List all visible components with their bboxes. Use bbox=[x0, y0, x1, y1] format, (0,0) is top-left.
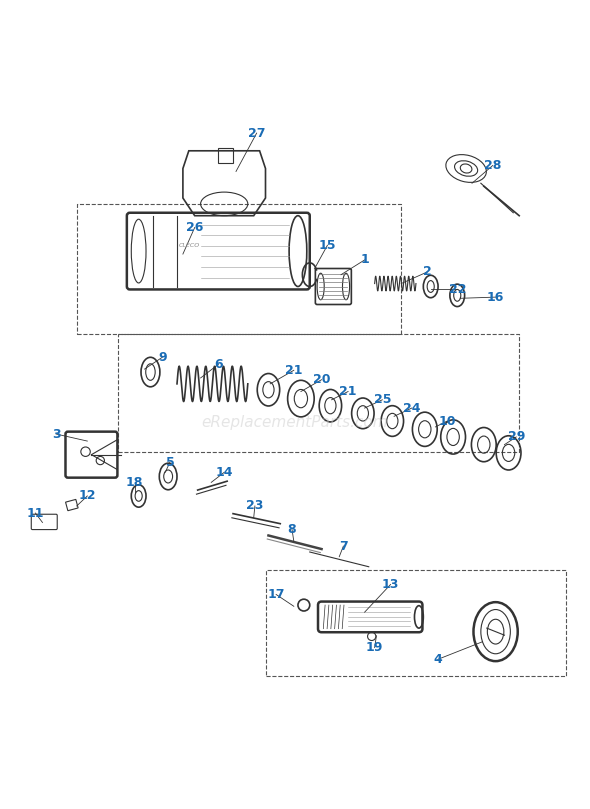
Text: 19: 19 bbox=[366, 641, 384, 654]
Text: CLECO: CLECO bbox=[178, 243, 199, 248]
Text: 21: 21 bbox=[285, 364, 303, 377]
Text: 25: 25 bbox=[373, 393, 391, 406]
Bar bbox=[218, 148, 233, 163]
Text: 23: 23 bbox=[246, 499, 264, 512]
Text: 4: 4 bbox=[434, 653, 442, 666]
Text: 27: 27 bbox=[248, 126, 266, 140]
Text: 21: 21 bbox=[339, 385, 357, 398]
Text: 7: 7 bbox=[339, 540, 348, 553]
Text: 20: 20 bbox=[313, 373, 330, 386]
Text: 29: 29 bbox=[507, 430, 525, 443]
Text: 22: 22 bbox=[448, 283, 466, 296]
Text: 9: 9 bbox=[158, 351, 166, 364]
Text: 28: 28 bbox=[484, 159, 502, 172]
Text: 12: 12 bbox=[78, 489, 96, 502]
Text: 13: 13 bbox=[382, 578, 399, 591]
Bar bbox=[65, 499, 78, 510]
Text: 24: 24 bbox=[403, 401, 421, 414]
Text: 16: 16 bbox=[487, 290, 504, 303]
Text: 1: 1 bbox=[360, 253, 369, 266]
Text: 14: 14 bbox=[215, 466, 233, 479]
Text: eReplacementParts.com: eReplacementParts.com bbox=[202, 415, 388, 430]
Text: 6: 6 bbox=[214, 358, 222, 371]
Text: 8: 8 bbox=[288, 523, 296, 536]
Text: 5: 5 bbox=[166, 455, 174, 469]
Text: 26: 26 bbox=[186, 221, 204, 234]
Text: 3: 3 bbox=[52, 427, 60, 440]
Text: 17: 17 bbox=[267, 588, 285, 601]
Text: 18: 18 bbox=[126, 476, 143, 489]
Text: 2: 2 bbox=[424, 265, 432, 278]
Text: 15: 15 bbox=[319, 239, 336, 252]
Text: 11: 11 bbox=[27, 506, 44, 519]
Text: 10: 10 bbox=[438, 414, 456, 427]
